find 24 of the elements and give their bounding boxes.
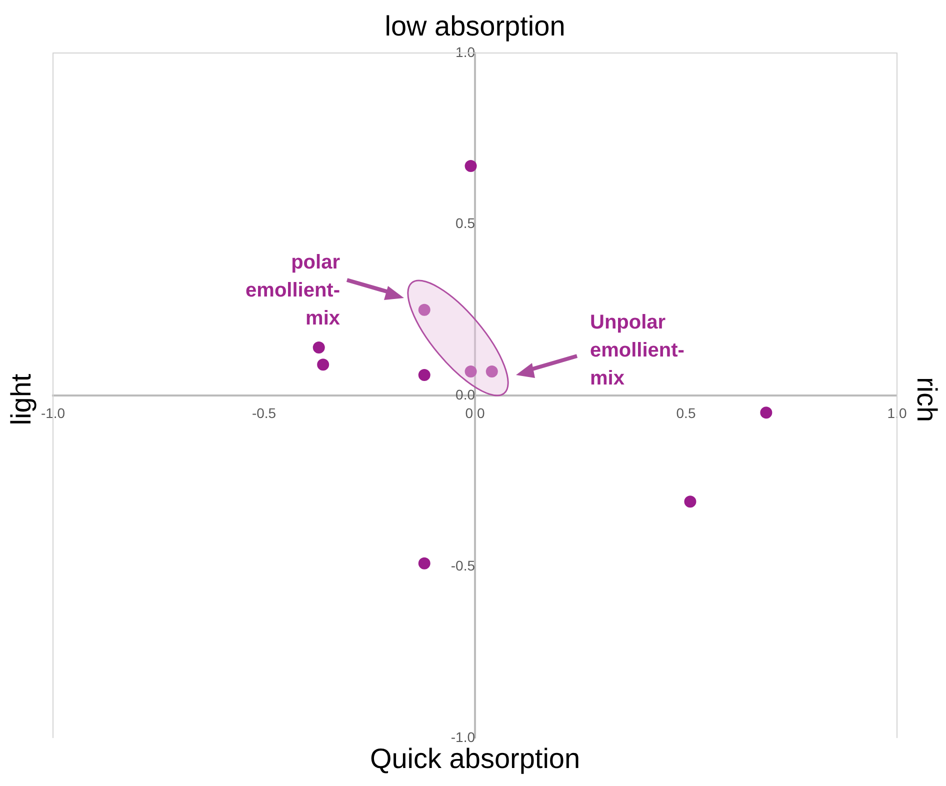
y-tick-label: -1.0 [450, 728, 476, 745]
point [418, 368, 430, 381]
point [312, 342, 325, 354]
y-tick-label: -0.5 [450, 558, 476, 574]
text: light [6, 374, 37, 426]
text: low absorption [384, 10, 566, 42]
point [684, 496, 696, 508]
point [464, 366, 477, 378]
text: rich [911, 376, 942, 422]
x-tick-label: -1.0 [40, 404, 66, 421]
annotation: polar emollient-mix [246, 252, 340, 330]
x-tick-label: 1.0 [887, 404, 907, 421]
annotation: Unpolar emollient-mix [590, 312, 684, 390]
x-tick-label: -0.5 [252, 404, 276, 421]
point [486, 366, 498, 378]
point [760, 406, 772, 419]
y-tick-label: 0.5 [456, 215, 476, 232]
x-tick-label: 0.5 [676, 404, 696, 421]
y-tick-label: 0.0 [456, 386, 476, 402]
text: Quick absorption [370, 743, 580, 774]
point [317, 358, 330, 371]
point [418, 304, 430, 316]
point [464, 160, 477, 172]
point [418, 557, 430, 570]
